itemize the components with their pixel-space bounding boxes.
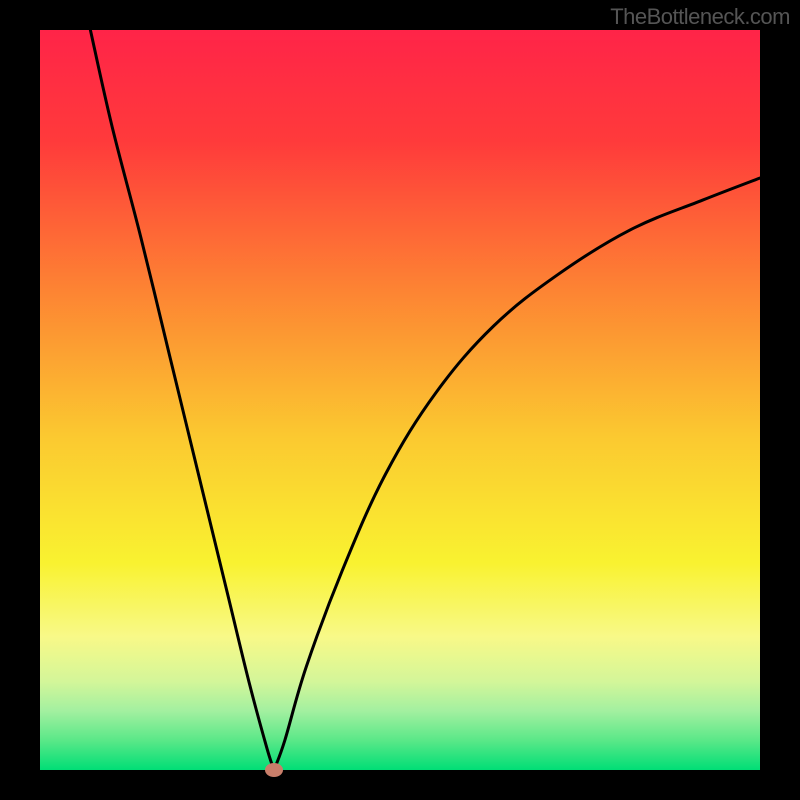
- optimum-marker: [265, 763, 283, 777]
- bottleneck-curve: [40, 30, 760, 770]
- plot-area: [40, 30, 760, 770]
- attribution-text: TheBottleneck.com: [610, 4, 790, 30]
- chart-container: TheBottleneck.com: [0, 0, 800, 800]
